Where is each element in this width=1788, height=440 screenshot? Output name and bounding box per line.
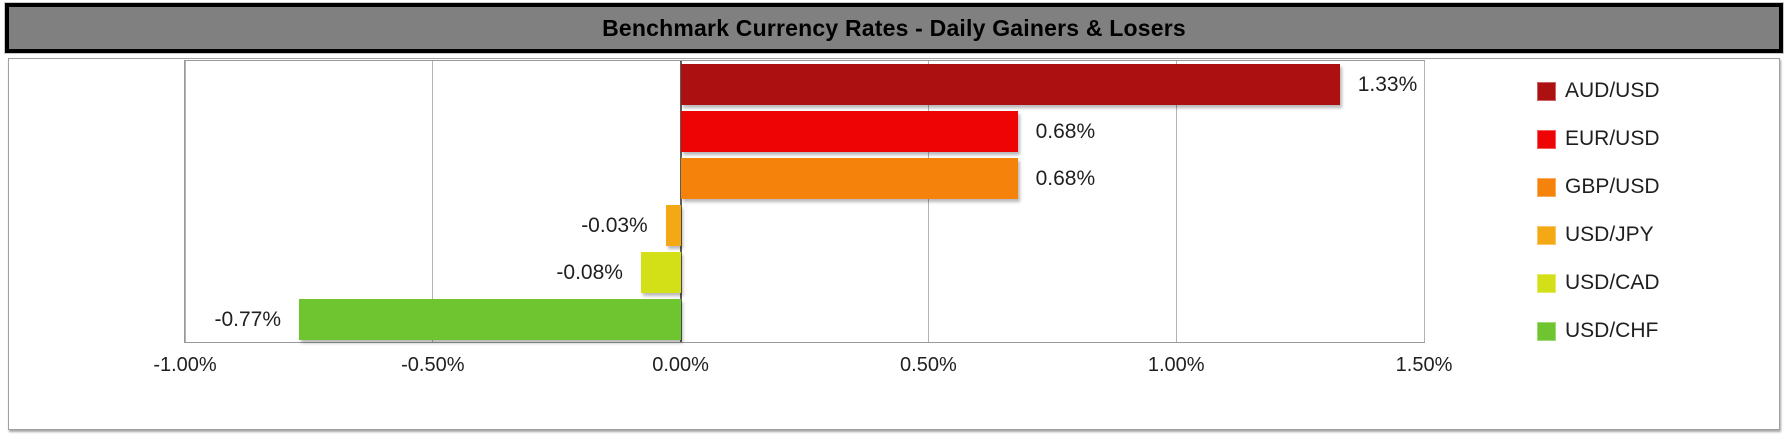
bar-usd-chf <box>298 299 681 340</box>
data-label-usd-jpy: -0.03% <box>581 214 648 237</box>
legend-item-aud-usd: AUD/USD <box>1537 67 1660 115</box>
legend-item-eur-usd: EUR/USD <box>1537 115 1660 163</box>
gridline <box>1175 61 1177 342</box>
bar-eur-usd <box>680 111 1018 152</box>
legend-swatch-usd-chf <box>1537 321 1556 341</box>
legend-item-usd-chf: USD/CHF <box>1537 307 1660 355</box>
legend-item-gbp-usd: GBP/USD <box>1537 163 1660 211</box>
legend-swatch-eur-usd <box>1537 129 1556 149</box>
plot-area: 1.33% 0.68% 0.68% -0.03% -0.08% -0.77% <box>184 60 1425 343</box>
x-tick-label: -1.00% <box>153 354 217 376</box>
legend: AUD/USD EUR/USD GBP/USD USD/JPY USD/CAD USD/C… <box>1537 67 1660 355</box>
data-label-eur-usd: 0.68% <box>1035 120 1096 143</box>
gridline <box>184 61 186 342</box>
x-tick-label: -0.50% <box>401 354 465 376</box>
gridline <box>432 61 434 342</box>
gridline <box>1423 61 1425 342</box>
legend-label-aud-usd: AUD/USD <box>1565 79 1660 102</box>
x-tick-label: 1.00% <box>1147 354 1205 376</box>
x-tick-label: 1.50% <box>1395 354 1453 376</box>
data-label-gbp-usd: 0.68% <box>1035 167 1096 190</box>
data-label-aud-usd: 1.33% <box>1357 73 1418 96</box>
legend-item-usd-jpy: USD/JPY <box>1537 211 1660 259</box>
x-tick-label: 0.50% <box>900 354 957 376</box>
bar-gbp-usd <box>680 158 1018 199</box>
data-label-usd-cad: -0.08% <box>556 261 623 284</box>
legend-label-usd-chf: USD/CHF <box>1565 319 1659 342</box>
legend-swatch-usd-jpy <box>1537 225 1556 245</box>
chart-title-bar: Benchmark Currency Rates - Daily Gainers… <box>5 3 1783 53</box>
legend-swatch-gbp-usd <box>1537 177 1556 197</box>
legend-swatch-aud-usd <box>1537 81 1556 101</box>
chart-title: Benchmark Currency Rates - Daily Gainers… <box>602 14 1186 41</box>
legend-label-gbp-usd: GBP/USD <box>1565 175 1660 198</box>
bar-usd-cad <box>640 252 681 293</box>
chart-area: 1.33% 0.68% 0.68% -0.03% -0.08% -0.77% -1.00%… <box>8 58 1780 430</box>
legend-label-eur-usd: EUR/USD <box>1565 127 1660 150</box>
x-tick-label: 0.00% <box>652 354 709 376</box>
data-label-usd-chf: -0.77% <box>214 308 281 331</box>
bar-usd-jpy <box>665 205 681 246</box>
legend-label-usd-jpy: USD/JPY <box>1565 223 1654 246</box>
zero-axis-line <box>679 61 682 342</box>
legend-item-usd-cad: USD/CAD <box>1537 259 1660 307</box>
legend-swatch-usd-cad <box>1537 273 1556 293</box>
legend-label-usd-cad: USD/CAD <box>1565 271 1660 294</box>
gridline <box>927 61 929 342</box>
bar-aud-usd <box>680 64 1340 105</box>
